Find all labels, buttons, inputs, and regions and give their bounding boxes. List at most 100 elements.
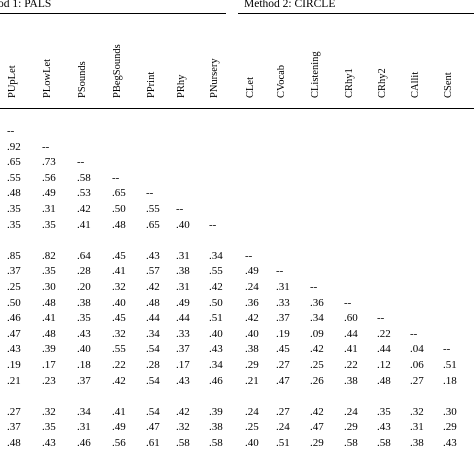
table-cell: .27 — [276, 359, 290, 371]
table-cell: -- — [276, 265, 284, 277]
table-cell: .35 — [7, 203, 21, 215]
table-cell: .58 — [209, 437, 223, 449]
table-cell: .42 — [209, 281, 223, 293]
table-cell: .53 — [77, 187, 91, 199]
table-cell: .36 — [245, 297, 259, 309]
method2-header: Method 2: CIRCLE — [244, 0, 336, 10]
table-cell: .37 — [176, 343, 190, 355]
table-cell: .44 — [377, 343, 391, 355]
table-cell: -- — [77, 156, 85, 168]
table-cell: .29 — [245, 359, 259, 371]
table-cell: .41 — [42, 312, 56, 324]
column-header-plowlet: PLowLet — [42, 58, 53, 98]
table-cell: .73 — [42, 156, 56, 168]
table-cell: .33 — [276, 297, 290, 309]
table-cell: .49 — [42, 187, 56, 199]
table-cell: .35 — [42, 421, 56, 433]
table-cell: .42 — [245, 312, 259, 324]
table-cell: .04 — [410, 343, 424, 355]
table-cell: .49 — [245, 265, 259, 277]
table-cell: .43 — [209, 343, 223, 355]
table-cell: .40 — [112, 297, 126, 309]
table-cell: .48 — [42, 328, 56, 340]
table-cell: .40 — [245, 437, 259, 449]
column-header-callit: CAllit — [410, 71, 421, 98]
table-cell: .19 — [276, 328, 290, 340]
table-cell: -- — [344, 297, 352, 309]
table-cell: .25 — [7, 281, 21, 293]
table-cell: .46 — [77, 437, 91, 449]
table-cell: .50 — [209, 297, 223, 309]
table-cell: .12 — [377, 359, 391, 371]
table-cell: .38 — [176, 265, 190, 277]
table-cell: .41 — [344, 343, 358, 355]
table-cell: -- — [377, 312, 385, 324]
table-cell: -- — [310, 281, 318, 293]
table-cell: .35 — [42, 219, 56, 231]
table-cell: .22 — [377, 328, 391, 340]
table-cell: .18 — [77, 359, 91, 371]
table-cell: .29 — [344, 421, 358, 433]
table-cell: .38 — [77, 297, 91, 309]
table-cell: .34 — [209, 250, 223, 262]
table-cell: .46 — [209, 375, 223, 387]
table-cell: .47 — [276, 375, 290, 387]
table-cell: .30 — [443, 406, 457, 418]
table-cell: .48 — [377, 375, 391, 387]
table-cell: .35 — [42, 265, 56, 277]
table-cell: .39 — [209, 406, 223, 418]
table-cell: .25 — [310, 359, 324, 371]
table-cell: -- — [146, 187, 154, 199]
table-cell: .32 — [176, 421, 190, 433]
header-bottom-rule — [0, 108, 474, 109]
table-cell: .44 — [176, 312, 190, 324]
table-cell: .34 — [310, 312, 324, 324]
table-cell: .38 — [245, 343, 259, 355]
table-cell: .25 — [245, 421, 259, 433]
table-cell: .44 — [146, 312, 160, 324]
table-cell: .34 — [209, 359, 223, 371]
table-cell: .48 — [7, 437, 21, 449]
column-header-puplet: PUpLet — [7, 65, 18, 98]
table-cell: .42 — [176, 406, 190, 418]
table-cell: .49 — [112, 421, 126, 433]
table-cell: .50 — [7, 297, 21, 309]
table-cell: .57 — [146, 265, 160, 277]
table-cell: .36 — [310, 297, 324, 309]
table-cell: .48 — [146, 297, 160, 309]
table-cell: .43 — [42, 437, 56, 449]
table-cell: .65 — [146, 219, 160, 231]
table-cell: .43 — [377, 421, 391, 433]
table-cell: .27 — [410, 375, 424, 387]
table-cell: .60 — [344, 312, 358, 324]
table-cell: .37 — [7, 421, 21, 433]
table-cell: .43 — [7, 343, 21, 355]
table-cell: .45 — [112, 312, 126, 324]
column-header-pbegsounds: PBegSounds — [112, 44, 123, 98]
table-cell: .27 — [276, 406, 290, 418]
table-cell: .48 — [7, 187, 21, 199]
table-cell: .40 — [176, 219, 190, 231]
table-cell: .56 — [112, 437, 126, 449]
table-cell: .55 — [7, 172, 21, 184]
table-cell: .48 — [112, 219, 126, 231]
table-cell: .28 — [146, 359, 160, 371]
table-cell: .34 — [77, 406, 91, 418]
table-cell: .47 — [310, 421, 324, 433]
table-cell: .18 — [443, 375, 457, 387]
table-cell: .65 — [112, 187, 126, 199]
table-cell: .31 — [77, 421, 91, 433]
table-cell: .42 — [310, 406, 324, 418]
table-cell: .54 — [146, 375, 160, 387]
table-cell: .27 — [7, 406, 21, 418]
table-cell: .64 — [77, 250, 91, 262]
table-cell: .42 — [146, 281, 160, 293]
table-cell: .61 — [146, 437, 160, 449]
table-cell: .32 — [42, 406, 56, 418]
table-cell: .24 — [245, 281, 259, 293]
table-cell: .48 — [42, 297, 56, 309]
table-cell: -- — [42, 141, 50, 153]
table-cell: .29 — [443, 421, 457, 433]
table-cell: .20 — [77, 281, 91, 293]
table-cell: -- — [410, 328, 418, 340]
